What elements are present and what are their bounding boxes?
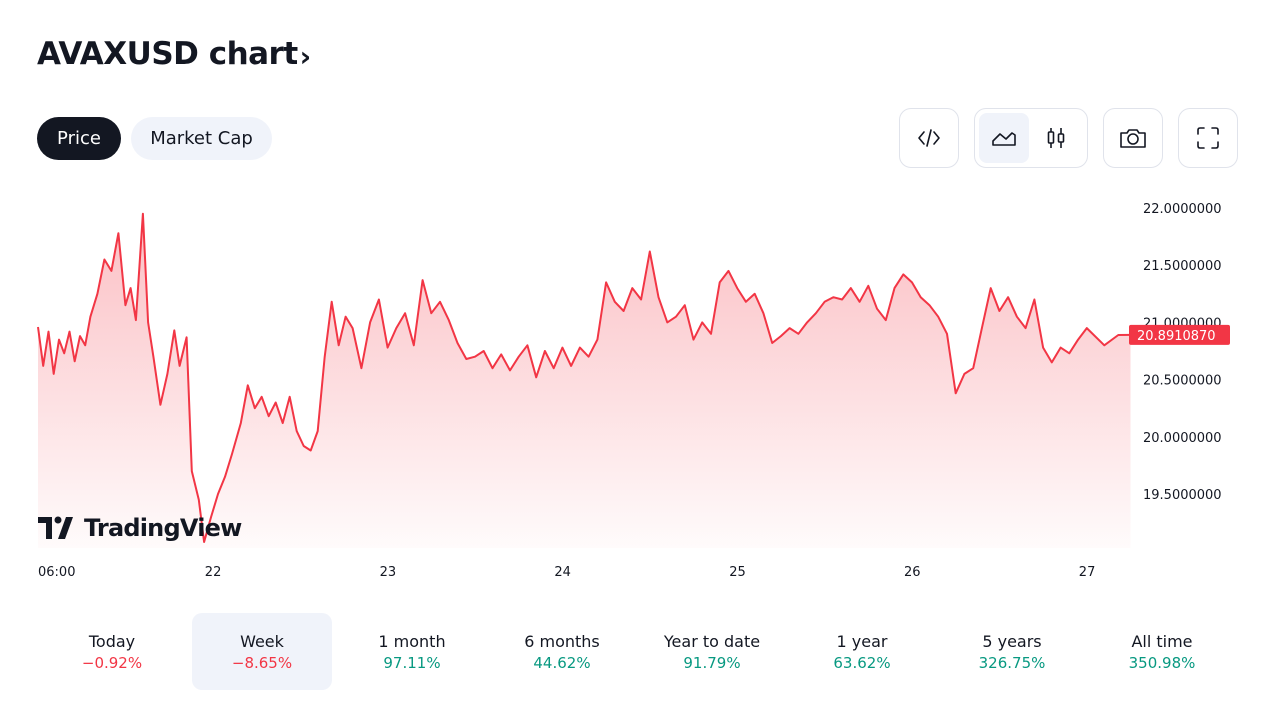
performance-change-value: 97.11%	[383, 653, 441, 672]
camera-icon	[1120, 129, 1146, 148]
area-chart-icon	[992, 132, 1016, 146]
tab-market-cap[interactable]: Market Cap	[131, 117, 272, 160]
performance-change-value: 326.75%	[978, 653, 1046, 672]
performance-item[interactable]: 1 year 63.62%	[792, 613, 932, 690]
y-tick-label: 20.0000000	[1143, 431, 1222, 446]
last-price-label: 20.8910870	[1129, 324, 1230, 345]
performance-period-label: 1 year	[836, 631, 888, 651]
y-tick-label: 19.5000000	[1143, 488, 1222, 503]
x-tick-label: 22	[205, 565, 222, 580]
performance-item[interactable]: Today −0.92%	[42, 613, 182, 690]
tab-price[interactable]: Price	[37, 117, 121, 160]
tradingview-logo-icon	[38, 517, 52, 539]
performance-period-label: Year to date	[663, 631, 761, 651]
performance-change-value: 91.79%	[683, 653, 741, 672]
price-area-fill	[38, 213, 1131, 548]
performance-item[interactable]: Year to date 91.79%	[642, 613, 782, 690]
performance-change-value: −8.65%	[231, 653, 293, 672]
performance-period-label: 5 years	[982, 631, 1042, 651]
price-chart[interactable]: 22.000000021.500000021.000000020.5000000…	[0, 180, 1280, 590]
page-title[interactable]: AVAXUSD chart›	[37, 36, 312, 73]
x-tick-label: 27	[1079, 565, 1096, 580]
snapshot-button[interactable]	[1103, 108, 1163, 168]
tradingview-watermark: TradingView	[84, 514, 242, 542]
x-axis: 06:00 22 23 24 25 26 27	[38, 565, 1095, 580]
performance-change-value: 44.62%	[533, 653, 591, 672]
candles-icon	[1047, 128, 1065, 148]
tradingview-logo: TradingView	[38, 514, 243, 542]
chevron-right-icon: ›	[299, 40, 312, 73]
last-price-value: 20.8910870	[1137, 329, 1216, 344]
performance-item[interactable]: 1 month 97.11%	[342, 613, 482, 690]
y-tick-label: 20.5000000	[1143, 374, 1222, 389]
area-style-button[interactable]	[979, 113, 1029, 163]
candles-style-button[interactable]	[1031, 113, 1081, 163]
y-tick-label: 21.5000000	[1143, 259, 1222, 274]
x-tick-label: 06:00	[38, 565, 75, 580]
y-tick-label: 22.0000000	[1143, 202, 1222, 217]
chart-style-switcher	[974, 108, 1088, 168]
x-tick-label: 25	[729, 565, 746, 580]
performance-change-value: −0.92%	[81, 653, 143, 672]
tab-market-cap-label: Market Cap	[150, 128, 253, 149]
performance-item[interactable]: Week −8.65%	[192, 613, 332, 690]
performance-period-label: Today	[88, 631, 136, 651]
performance-item[interactable]: 5 years 326.75%	[942, 613, 1082, 690]
x-tick-label: 24	[554, 565, 571, 580]
performance-period-label: All time	[1131, 631, 1193, 651]
performance-period-label: 6 months	[524, 631, 600, 651]
performance-change-value: 350.98%	[1128, 653, 1196, 672]
performance-item[interactable]: All time 350.98%	[1092, 613, 1232, 690]
price-line-series	[37, 212, 1131, 543]
y-axis: 22.000000021.500000021.000000020.5000000…	[1143, 202, 1222, 503]
performance-change-value: 63.62%	[833, 653, 891, 672]
performance-item[interactable]: 6 months 44.62%	[492, 613, 632, 690]
x-tick-label: 23	[380, 565, 397, 580]
fullscreen-button[interactable]	[1178, 108, 1238, 168]
x-tick-label: 26	[904, 565, 921, 580]
embed-button[interactable]	[899, 108, 959, 168]
title-text: AVAXUSD chart	[37, 36, 298, 72]
performance-period-label: Week	[240, 631, 284, 651]
code-icon	[918, 129, 940, 147]
performance-period-label: 1 month	[378, 631, 446, 651]
tab-price-label: Price	[57, 128, 101, 149]
fullscreen-icon	[1197, 127, 1219, 149]
